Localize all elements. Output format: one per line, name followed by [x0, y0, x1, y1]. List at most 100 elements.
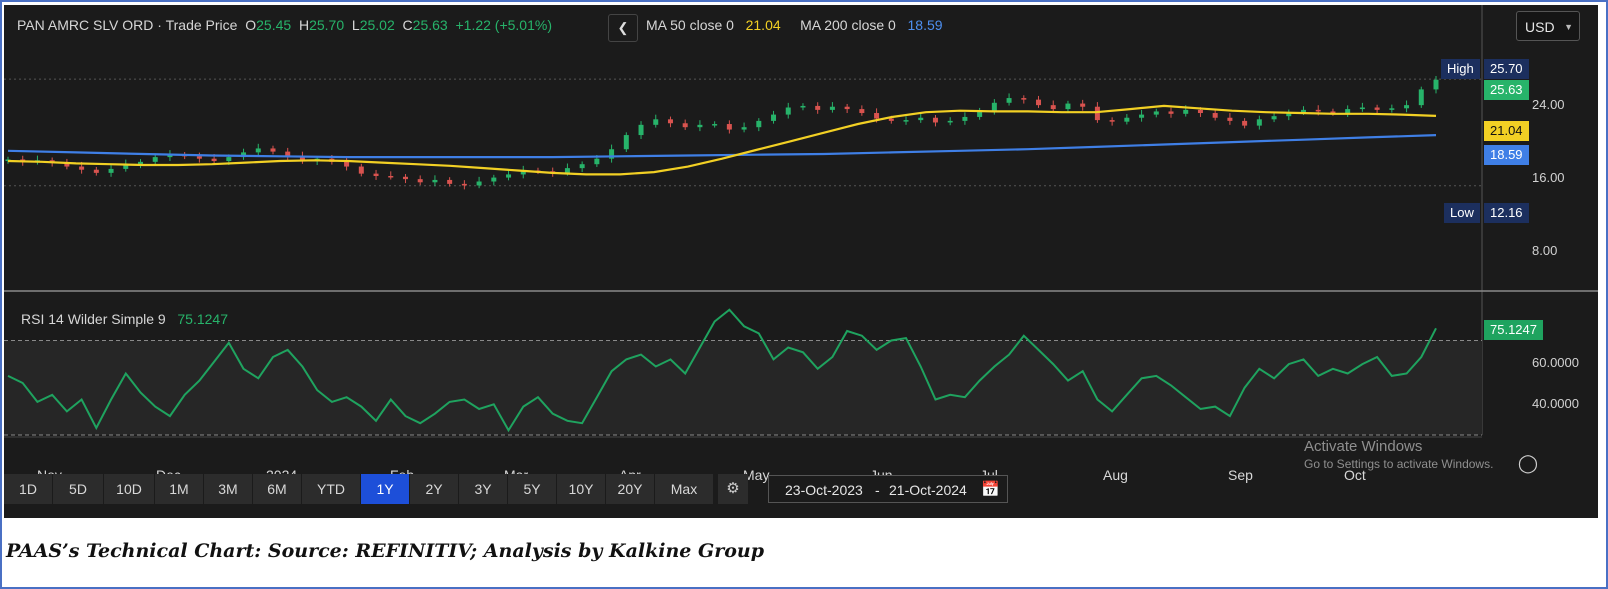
candle-body [609, 149, 615, 159]
candle-body [5, 159, 11, 162]
price-type: Trade Price [165, 17, 238, 33]
range-button-2y[interactable]: 2Y [410, 474, 459, 504]
candle-body [226, 157, 232, 162]
range-button-3m[interactable]: 3M [204, 474, 253, 504]
candle-body [270, 148, 276, 152]
candle-body [756, 120, 762, 128]
candle-body [800, 105, 806, 108]
x-tick-label: May [743, 467, 770, 483]
range-button-max[interactable]: Max [655, 474, 714, 504]
candle-body [726, 124, 732, 130]
x-tick-label: Oct [1344, 467, 1366, 483]
range-button-10d[interactable]: 10D [104, 474, 155, 504]
range-button-ytd[interactable]: YTD [302, 474, 361, 504]
high-tag-value: 25.70 [1484, 59, 1529, 79]
candle-body [1021, 98, 1027, 100]
ma50-label: MA 50 close 0 [646, 17, 734, 33]
chevron-left-icon: ❮ [617, 20, 629, 35]
range-button-5d[interactable]: 5D [53, 474, 104, 504]
range-button-1d[interactable]: 1D [4, 474, 53, 504]
gear-icon[interactable]: ⚙ [718, 474, 748, 504]
candle-body [432, 179, 438, 183]
date-range-picker[interactable]: 23-Oct-2023 - 21-Oct-2024 📅 [768, 475, 1008, 503]
y-tick-label: 8.00 [1532, 243, 1558, 258]
candle-body [1345, 109, 1351, 114]
candle-body [1404, 105, 1410, 109]
candle-body [1183, 109, 1189, 114]
range-button-1m[interactable]: 1M [155, 474, 204, 504]
candle-body [815, 105, 821, 110]
rsi-y-tick-label: 60.0000 [1532, 355, 1579, 370]
candle-body [285, 151, 291, 157]
candle-body [358, 166, 364, 174]
candle-body [1212, 113, 1218, 118]
candle-body [255, 148, 261, 153]
x-tick-label: Aug [1103, 467, 1128, 483]
candle-body [1050, 105, 1056, 110]
candle-body [874, 113, 880, 119]
currency-select[interactable]: USD ▼ [1516, 11, 1580, 41]
candle-body [1389, 108, 1395, 110]
candle-body [947, 120, 953, 123]
candle-body [888, 118, 894, 121]
candle-body [667, 119, 673, 124]
range-button-5y[interactable]: 5Y [508, 474, 557, 504]
y-tick-label: 16.00 [1532, 170, 1565, 185]
candle-body [506, 174, 512, 178]
instrument-name: PAN AMRC SLV ORD [17, 17, 154, 33]
close-label: C [402, 17, 413, 33]
low-tag-label: Low [1444, 203, 1480, 223]
candle-body [64, 162, 70, 167]
open-label: O [245, 17, 257, 33]
candle-body [344, 161, 350, 167]
ma50-line [7, 104, 1437, 176]
candle-body [771, 114, 777, 121]
change-value: +1.22 (+5.01%) [455, 17, 552, 33]
candle-body [123, 164, 129, 169]
range-button-10y[interactable]: 10Y [557, 474, 606, 504]
collapse-legend-button[interactable]: ❮ [608, 14, 638, 42]
candle-body [859, 109, 865, 114]
candle-body [402, 176, 408, 180]
candle-body [520, 170, 526, 175]
candle-body [1065, 103, 1071, 110]
watermark-line1: Activate Windows [1304, 438, 1423, 455]
candle-body [623, 135, 629, 150]
candle-body [918, 117, 924, 121]
ma50-tag: 21.04 [1484, 121, 1529, 141]
chart-legend: PAN AMRC SLV ORD · Trade Price O25.45 H2… [17, 17, 552, 33]
candle-body [844, 106, 850, 110]
candle-body [1094, 106, 1100, 121]
currency-value: USD [1525, 19, 1555, 35]
rsi-last-tag: 75.1247 [1484, 320, 1543, 340]
calendar-icon[interactable]: 📅 [981, 481, 1000, 498]
range-button-6m[interactable]: 6M [253, 474, 302, 504]
candle-body [461, 183, 467, 186]
candle-body [1036, 99, 1042, 106]
candle-body [93, 169, 99, 173]
range-button-1y[interactable]: 1Y [361, 474, 410, 504]
candle-body [196, 156, 202, 159]
figure-caption: PAAS’s Technical Chart: Source: REFINITI… [6, 540, 765, 562]
candle-body [594, 158, 600, 165]
candle-body [1227, 117, 1233, 121]
range-button-20y[interactable]: 20Y [606, 474, 655, 504]
date-separator: - [875, 482, 880, 498]
candle-body [1153, 111, 1159, 115]
range-button-3y[interactable]: 3Y [459, 474, 508, 504]
candle-body [564, 168, 570, 173]
candle-body [241, 152, 247, 158]
candle-body [1330, 111, 1336, 114]
chart-settings-icon[interactable]: ◯ [1517, 453, 1539, 473]
candle-body [903, 120, 909, 122]
candle-body [1315, 109, 1321, 112]
candle-body [1139, 114, 1145, 118]
x-tick-label: Sep [1228, 467, 1253, 483]
candle-body [108, 168, 114, 173]
last-price-tag: 25.63 [1484, 80, 1529, 100]
high-tag-label: High [1441, 59, 1480, 79]
candle-body [1168, 111, 1174, 114]
candle-body [653, 119, 659, 125]
candle-body [211, 158, 217, 162]
